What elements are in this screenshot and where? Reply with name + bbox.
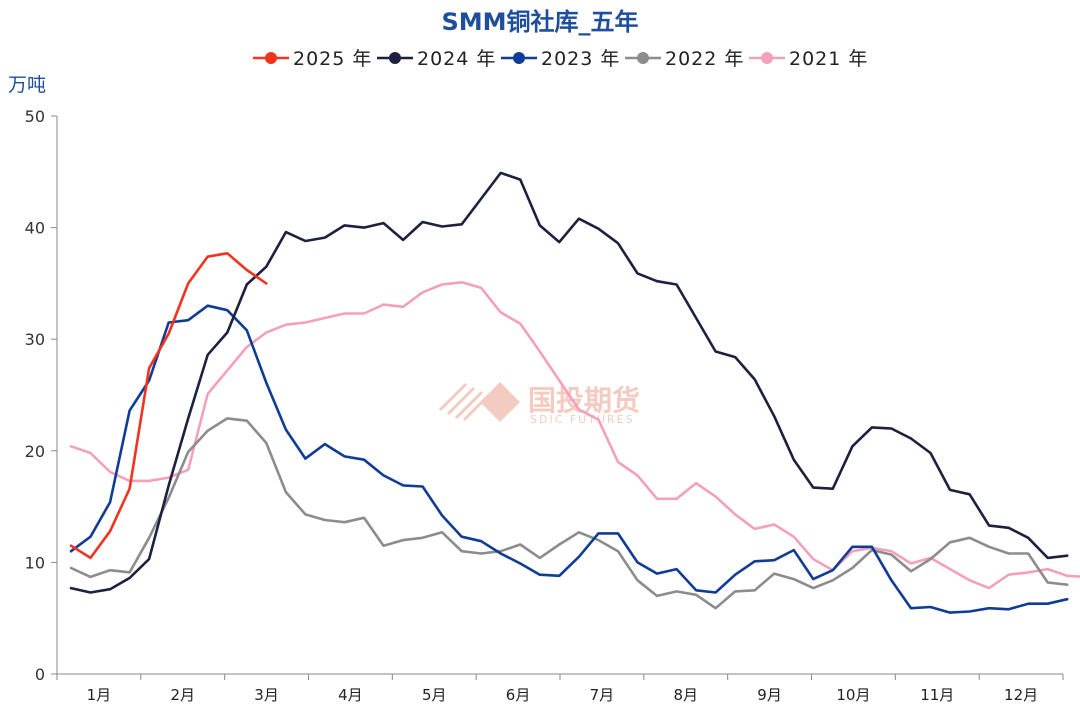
x-tick-label: 11月	[920, 686, 954, 704]
x-tick-label: 6月	[506, 686, 531, 704]
x-tick-label: 4月	[338, 686, 363, 704]
series-line-2022	[69, 417, 1069, 610]
legend-item: 2024 年	[377, 48, 496, 70]
x-tick-label: 1月	[87, 686, 112, 704]
series-line-2021	[69, 280, 1080, 590]
series-line-2024	[69, 171, 1069, 594]
x-tick-label: 12月	[1004, 686, 1038, 704]
y-tick-label: 0	[35, 665, 45, 684]
x-tick-label: 10月	[836, 686, 870, 704]
legend-label: 2021 年	[789, 48, 868, 70]
legend-marker-icon	[761, 52, 773, 64]
y-tick-label: 50	[25, 107, 45, 126]
x-tick-label: 8月	[673, 686, 698, 704]
y-tick-label: 20	[25, 442, 45, 461]
legend-label: 2025 年	[293, 48, 372, 70]
watermark-en: SDIC FUTURES	[530, 413, 635, 426]
series-line-2025	[69, 252, 268, 560]
series-lines	[69, 171, 1080, 614]
legend-label: 2024 年	[417, 48, 496, 70]
x-tick-label: 3月	[254, 686, 279, 704]
legend-item: 2023 年	[501, 48, 620, 70]
legend-label: 2023 年	[541, 48, 620, 70]
x-tick-label: 5月	[422, 686, 447, 704]
legend-marker-icon	[389, 52, 401, 64]
watermark-logo-icon	[438, 382, 520, 422]
legend: 2025 年 2024 年 2023 年 2022 年 2021 年	[253, 48, 868, 70]
y-tick-label: 40	[25, 219, 45, 238]
y-tick-label: 30	[25, 330, 45, 349]
x-tick-label: 9月	[757, 686, 782, 704]
legend-item: 2025 年	[253, 48, 372, 70]
legend-marker-icon	[637, 52, 649, 64]
y-tick-label: 10	[25, 553, 45, 572]
x-tick-label: 7月	[590, 686, 615, 704]
legend-item: 2021 年	[749, 48, 868, 70]
legend-item: 2022 年	[625, 48, 744, 70]
chart-title: SMM铜社库_五年	[441, 8, 638, 36]
y-unit-label: 万吨	[8, 74, 46, 96]
watermark: 国投期货 SDIC FUTURES	[438, 382, 640, 426]
axes: 0 10 20 30 40 50 1月 2月 3月 4月 5月 6月 7月 8月 9月 10月 11月 12月	[25, 107, 1064, 704]
legend-label: 2022 年	[665, 48, 744, 70]
x-tick-label: 2月	[170, 686, 195, 704]
series-line-2023	[69, 304, 1069, 614]
legend-marker-icon	[513, 52, 525, 64]
legend-marker-icon	[265, 52, 277, 64]
